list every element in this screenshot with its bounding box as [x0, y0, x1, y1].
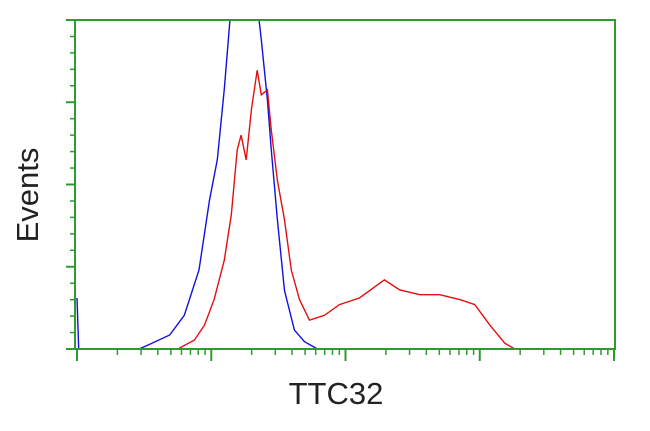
histogram-line — [178, 70, 516, 349]
histogram-line — [76, 20, 318, 349]
plot-frame — [74, 19, 616, 350]
x-axis-label: TTC32 — [289, 376, 384, 411]
plot-area — [76, 20, 516, 349]
y-axis-label: Events — [10, 148, 45, 243]
